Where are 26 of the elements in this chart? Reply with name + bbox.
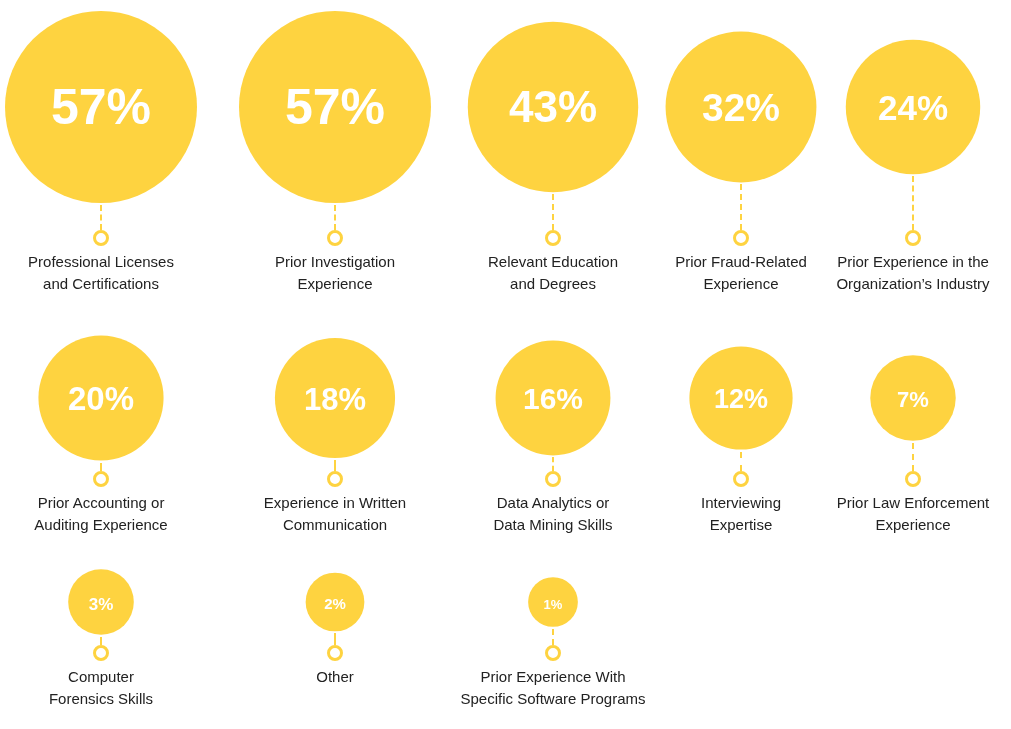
data-label: 2% [324, 595, 346, 613]
category-label: Prior Investigation Experience [274, 253, 396, 293]
category-label: Experience in Written Communication [263, 494, 407, 534]
category-label: Prior Experience in the Organization’s Industry [836, 253, 991, 293]
category-label: Data Analytics or Data Mining Skills [493, 494, 613, 534]
data-label: 32% [701, 85, 781, 129]
data-label: 20% [67, 380, 135, 418]
category-label: Prior Accounting or Auditing Experience [34, 494, 168, 534]
category-label: Professional Licenses and Certifications [28, 253, 174, 293]
category-label: Interviewing Expertise [700, 494, 782, 534]
data-label: 16% [522, 382, 584, 416]
data-label: 57% [50, 78, 152, 135]
data-label: 57% [284, 78, 386, 135]
data-label: 12% [713, 384, 769, 415]
category-label: Prior Fraud-Related Experience [675, 253, 807, 293]
data-label: 24% [877, 87, 949, 127]
category-label: Computer Forensics Skills [48, 668, 154, 708]
category-label: Other [316, 668, 354, 686]
category-label: Relevant Education and Degrees [487, 253, 619, 293]
data-label: 7% [897, 387, 929, 413]
category-label: Prior Law Enforcement Experience [836, 494, 991, 534]
category-label: Prior Experience With Specific Software Programs [460, 668, 646, 708]
data-label: 3% [88, 594, 114, 614]
data-label: 43% [508, 82, 598, 132]
data-label: 1% [543, 596, 563, 612]
data-label: 18% [303, 381, 367, 417]
